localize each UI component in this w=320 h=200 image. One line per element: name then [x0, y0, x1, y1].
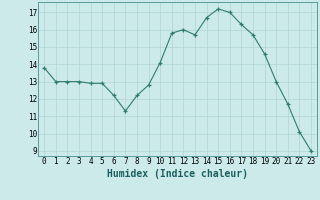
- X-axis label: Humidex (Indice chaleur): Humidex (Indice chaleur): [107, 169, 248, 179]
